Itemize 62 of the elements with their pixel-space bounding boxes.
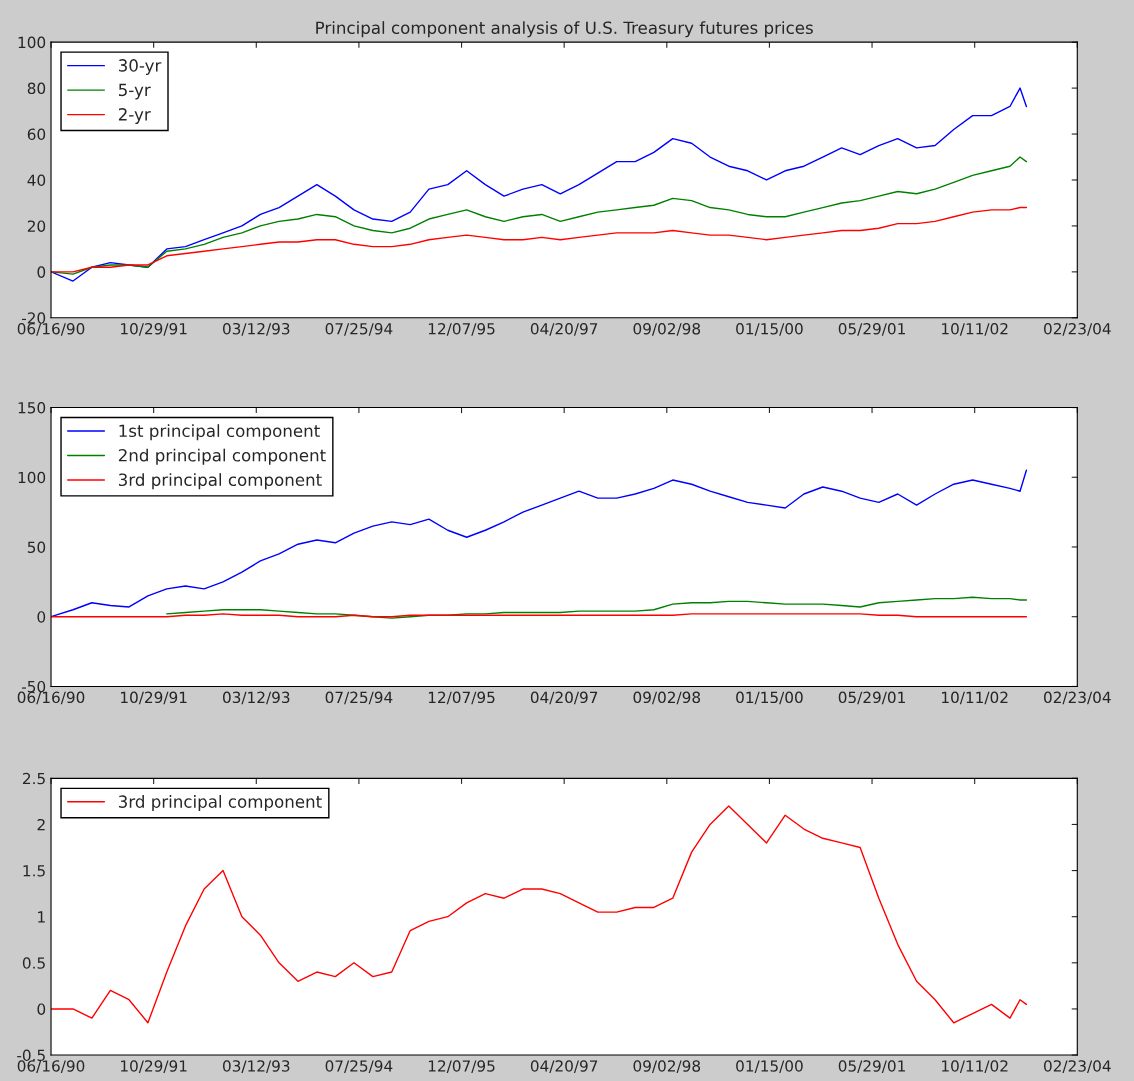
x-tick-label: 06/16/90 (17, 1060, 85, 1073)
legend-label: 3rd principal component (118, 794, 322, 812)
y-tick-label: 100 (18, 471, 46, 484)
x-tick-label: 03/12/93 (222, 322, 290, 336)
y-tick-label: 1.5 (23, 865, 45, 877)
y-tick-label: 40 (27, 174, 46, 187)
x-tick-label: 07/25/94 (325, 691, 393, 705)
x-tick-label: 03/12/93 (222, 691, 290, 705)
x-tick-label: 02/23/04 (1044, 322, 1111, 336)
y-tick-label: 2.5 (22, 772, 45, 785)
x-tick-label: 05/29/01 (838, 322, 905, 336)
x-tick-label: 04/20/97 (530, 322, 598, 336)
line-series (166, 596, 1028, 619)
x-tick-label: 02/23/04 (1044, 691, 1111, 705)
y-tick-label: 100 (18, 36, 46, 49)
line-series (51, 469, 1028, 618)
y-tick-label: 60 (27, 128, 46, 141)
y-tick-label: 20 (27, 220, 46, 232)
legend-label: 2nd principal component (118, 448, 326, 465)
line-series (51, 206, 1028, 273)
y-tick-label: -20 (21, 312, 46, 324)
y-tick-label: 80 (27, 82, 46, 95)
x-tick-label: 10/11/02 (942, 691, 1008, 705)
y-tick-label: 0.5 (22, 957, 45, 969)
x-tick-label: 07/25/94 (325, 322, 393, 336)
y-tick-label: 150 (18, 402, 46, 414)
x-tick-label: 10/29/91 (121, 1060, 187, 1073)
y-tick-label: 0 (37, 266, 46, 278)
x-tick-label: 10/29/91 (121, 322, 187, 336)
y-tick-label: 2 (37, 818, 45, 831)
legend-label: 5-yr (118, 83, 151, 100)
x-tick-label: 01/15/00 (736, 691, 803, 705)
y-tick-label: 0 (37, 1003, 46, 1015)
legend-label: 1st principal component (119, 424, 320, 441)
y-tick-label: 50 (27, 541, 46, 554)
x-tick-label: 10/11/02 (942, 1060, 1008, 1073)
x-tick-label: 09/02/98 (633, 322, 701, 336)
x-tick-label: 06/16/90 (17, 691, 85, 705)
x-tick-label: 05/29/01 (838, 691, 905, 705)
chart-title: Principal component analysis of U.S. Treasury futures prices (316, 21, 813, 38)
x-tick-label: 04/20/97 (530, 691, 598, 705)
x-tick-label: 06/16/90 (17, 322, 85, 336)
legend-label: 2-yr (118, 108, 151, 124)
x-tick-label: 10/11/02 (942, 322, 1008, 336)
y-tick-label: -0.5 (17, 1049, 45, 1062)
x-tick-label: 10/29/91 (121, 691, 187, 705)
x-tick-label: 02/23/04 (1044, 1060, 1111, 1073)
legend-label: 30-yr (118, 59, 162, 75)
x-tick-label: 12/07/95 (428, 322, 495, 336)
x-tick-label: 12/07/95 (428, 691, 495, 705)
x-tick-label: 07/25/94 (325, 1060, 393, 1073)
x-tick-label: 09/02/98 (633, 1060, 701, 1073)
y-tick-label: 0 (37, 611, 46, 623)
x-tick-label: 03/12/93 (222, 1060, 290, 1073)
y-tick-label: 1 (38, 911, 45, 923)
x-tick-label: 01/15/00 (736, 322, 803, 336)
x-tick-label: 09/02/98 (633, 691, 701, 705)
x-tick-label: 04/20/97 (530, 1060, 598, 1073)
x-tick-label: 12/07/95 (428, 1060, 495, 1073)
x-tick-label: 05/29/01 (838, 1060, 905, 1073)
legend-label: 3rd principal component (118, 473, 322, 490)
x-tick-label: 01/15/00 (736, 1060, 803, 1073)
